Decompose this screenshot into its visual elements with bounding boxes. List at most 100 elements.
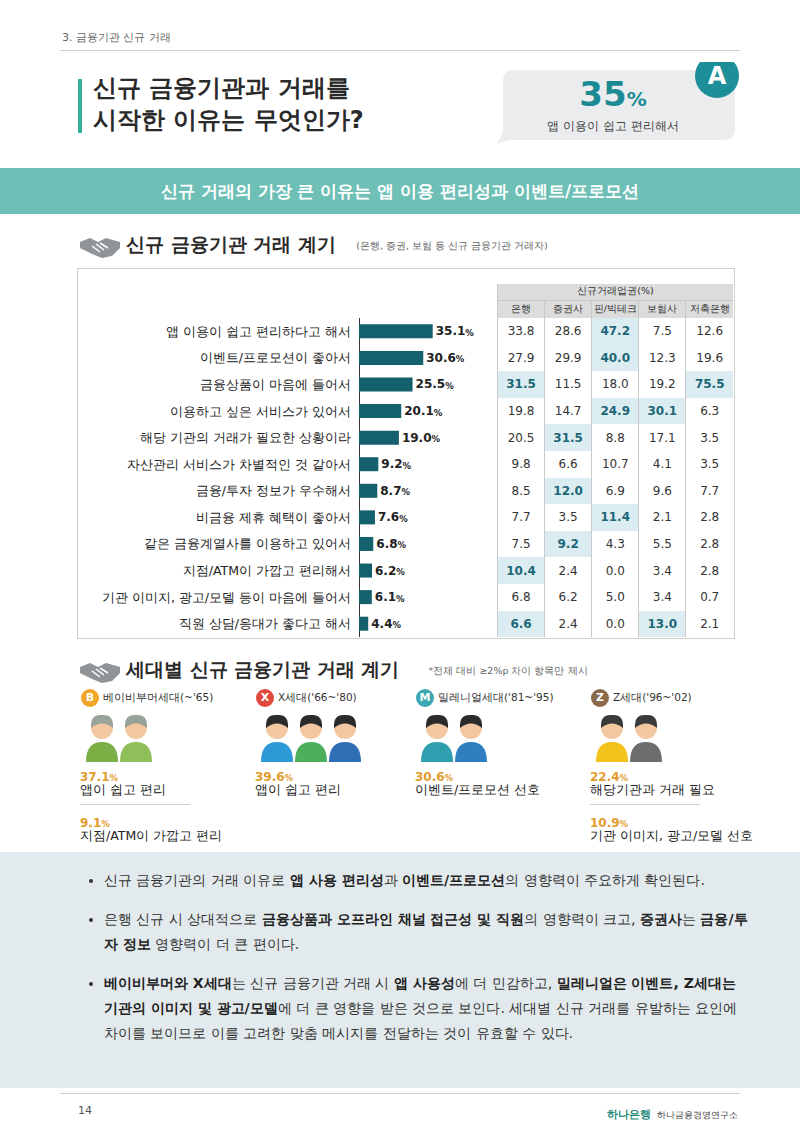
html-text:2.8: 2.8: [700, 510, 720, 525]
html-text:14.7: 14.7: [554, 404, 582, 419]
html-text:17.1: 17.1: [649, 430, 676, 445]
svg-text:35.1: 35.1: [436, 324, 466, 338]
html-text:31.5: 31.5: [506, 377, 536, 392]
svg-text:%: %: [456, 354, 465, 364]
svg-text:직원 상담/응대가 좋다고 해서: 직원 상담/응대가 좋다고 해서: [179, 616, 351, 631]
html-text:7.5: 7.5: [652, 324, 672, 339]
html-text:12.3: 12.3: [649, 350, 676, 365]
html-text:11.4: 11.4: [600, 510, 630, 525]
html-text:2.8: 2.8: [700, 563, 720, 578]
html-text:3.5: 3.5: [700, 457, 720, 472]
svg-text:%: %: [392, 620, 401, 630]
html-text:은행 신규 시 상대적으로금융상품과 오프라인 채널 접근성: 은행 신규 시 상대적으로금융상품과 오프라인 채널 접근성 및 직원의 영향력…: [104, 911, 748, 952]
svg-text:이용하고 싶은 서비스가 있어서: 이용하고 싶은 서비스가 있어서: [170, 404, 351, 419]
html-text:27.9: 27.9: [507, 350, 535, 365]
svg-text:기관 이미지, 광고/모델 등이 마음에 들어서: 기관 이미지, 광고/모델 등이 마음에 들어서: [102, 590, 351, 605]
svg-text:7.6: 7.6: [378, 510, 399, 524]
html-text:5.0: 5.0: [605, 590, 625, 605]
html-text:2.1: 2.1: [652, 510, 672, 525]
html-text:19.6: 19.6: [696, 350, 723, 365]
html-text:12.0: 12.0: [553, 483, 583, 498]
html-text:6.3: 6.3: [700, 404, 720, 419]
svg-text:금융상품이 마음에 들어서: 금융상품이 마음에 들어서: [200, 377, 351, 392]
svg-text:해당 기관의 거래가 필요한 상황이라: 해당 기관의 거래가 필요한 상황이라: [140, 430, 351, 445]
svg-text:%: %: [403, 461, 412, 471]
html-text:10.4: 10.4: [506, 563, 536, 578]
html-text:10.7: 10.7: [601, 457, 629, 472]
html-text:3.5: 3.5: [700, 430, 720, 445]
html-text:47.2: 47.2: [600, 324, 630, 339]
html-text:11.5: 11.5: [554, 377, 582, 392]
svg-text:%: %: [396, 567, 405, 577]
html-text:0.7: 0.7: [700, 590, 720, 605]
html-text:40.0: 40.0: [600, 350, 630, 365]
svg-text:6.1: 6.1: [375, 590, 396, 604]
html-text:0.0: 0.0: [605, 616, 625, 631]
html-text:28.6: 28.6: [554, 324, 582, 339]
svg-text:이벤트/프로모션이 좋아서: 이벤트/프로모션이 좋아서: [200, 350, 351, 365]
svg-text:6.8: 6.8: [376, 537, 397, 551]
html-text:6.8: 6.8: [511, 590, 531, 605]
html-text:2.4: 2.4: [558, 563, 578, 578]
html-text:신규 금융기관 거래 계기: 신규 금융기관 거래 계기: [126, 233, 336, 255]
html-text:13.0: 13.0: [647, 616, 678, 631]
html-text:18.0: 18.0: [601, 377, 629, 392]
svg-text:비금융 제휴 혜택이 좋아서: 비금융 제휴 혜택이 좋아서: [196, 510, 351, 525]
html-text:세대별 신규 금융기관 거래 계기: 세대별 신규 금융기관 거래 계기: [126, 658, 400, 680]
html-text:4.1: 4.1: [652, 457, 672, 472]
svg-text:자산관리 서비스가 차별적인 것 같아서: 자산관리 서비스가 차별적인 것 같아서: [127, 457, 351, 472]
svg-text:%: %: [398, 540, 407, 550]
html-text:신규 금융기관과 거래를: 신규 금융기관과 거래를: [93, 74, 350, 102]
html-text:31.5: 31.5: [553, 430, 583, 445]
html-text:20.5: 20.5: [507, 430, 535, 445]
svg-text:30.6: 30.6: [426, 351, 456, 365]
html-text:35%: 35%: [579, 74, 647, 114]
svg-text:앱 이용이 쉽고 편리하다고 해서: 앱 이용이 쉽고 편리하다고 해서: [166, 324, 351, 339]
html-text:30.1: 30.1: [647, 404, 678, 419]
svg-text:20.1: 20.1: [404, 404, 434, 418]
svg-text:%: %: [445, 381, 454, 391]
svg-text:%: %: [434, 408, 443, 418]
svg-text:%: %: [432, 434, 441, 444]
svg-text:%: %: [396, 594, 405, 604]
svg-text:금융/투자 정보가 우수해서: 금융/투자 정보가 우수해서: [196, 483, 351, 498]
html-text:신규 거래의 가장 큰 이유는 앱 이용 편리성과 이벤트/: 신규 거래의 가장 큰 이유는 앱 이용 편리성과 이벤트/프로모션: [160, 181, 640, 201]
svg-text:%: %: [402, 487, 411, 497]
html-text:6.9: 6.9: [605, 483, 625, 498]
svg-text:6.2: 6.2: [375, 564, 396, 578]
html-text:3.4: 3.4: [652, 590, 672, 605]
html-text:7.7: 7.7: [511, 510, 531, 525]
html-text:3.5: 3.5: [558, 510, 578, 525]
html-text:A: A: [707, 62, 727, 90]
html-text:시작한 이유는 무엇인가?: 시작한 이유는 무엇인가?: [93, 106, 364, 134]
html-text:3.4: 3.4: [652, 563, 672, 578]
html-text:9.6: 9.6: [652, 483, 672, 498]
html-text:75.5: 75.5: [694, 377, 725, 392]
svg-text:%: %: [399, 514, 408, 524]
html-text:0.0: 0.0: [605, 563, 625, 578]
svg-text:19.0: 19.0: [402, 431, 432, 445]
html-text:12.6: 12.6: [696, 324, 723, 339]
svg-text:25.5: 25.5: [416, 377, 446, 391]
svg-text:지점/ATM이 가깝고 편리해서: 지점/ATM이 가깝고 편리해서: [183, 563, 351, 578]
html-text:6.6: 6.6: [558, 457, 578, 472]
html-text:19.8: 19.8: [507, 404, 535, 419]
html-text:신규 금융기관의 거래 이유로앱 사용 편리성과이벤트/프로: 신규 금융기관의 거래 이유로앱 사용 편리성과이벤트/프로모션의 영향력이 주…: [104, 872, 705, 888]
html-text:8.8: 8.8: [605, 430, 625, 445]
html-text:8.5: 8.5: [511, 483, 531, 498]
svg-text:같은 금융계열사를 이용하고 있어서: 같은 금융계열사를 이용하고 있어서: [144, 536, 351, 551]
html-text:6.2: 6.2: [558, 590, 578, 605]
html-text:29.9: 29.9: [554, 350, 582, 365]
html-text:9.8: 9.8: [511, 457, 531, 472]
html-text:베이비부머와 X세대는 신규 금융기관 거래 시앱 사용성에: 베이비부머와 X세대는 신규 금융기관 거래 시앱 사용성에 더 민감하고,밀레…: [104, 975, 738, 1041]
html-text:7.7: 7.7: [700, 483, 720, 498]
svg-text:8.7: 8.7: [380, 484, 401, 498]
html-text:19.2: 19.2: [649, 377, 676, 392]
html-text:6.6: 6.6: [510, 616, 532, 631]
html-text:24.9: 24.9: [600, 404, 630, 419]
svg-text:%: %: [465, 328, 474, 338]
html-text:2.4: 2.4: [558, 616, 578, 631]
svg-text:4.4: 4.4: [371, 617, 392, 631]
html-text:33.8: 33.8: [507, 324, 535, 339]
svg-text:9.2: 9.2: [381, 457, 402, 471]
